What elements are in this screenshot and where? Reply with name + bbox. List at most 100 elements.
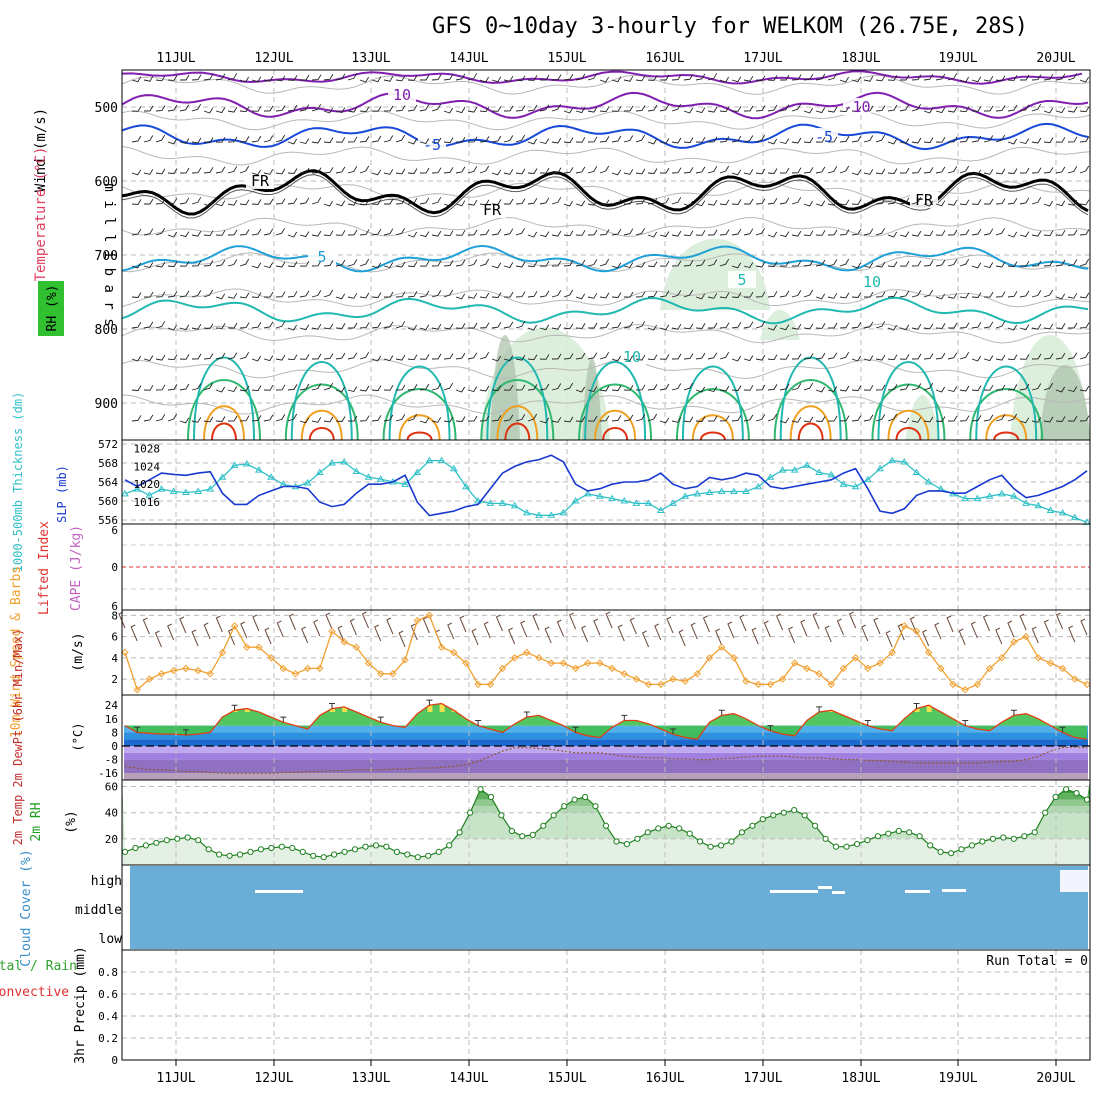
wind-barb bbox=[767, 138, 778, 145]
wind-barb bbox=[179, 167, 190, 174]
wind-barb bbox=[828, 322, 838, 329]
wind-barb bbox=[143, 228, 154, 236]
wind-barb bbox=[731, 135, 742, 143]
wind-barb bbox=[635, 321, 646, 329]
high-cloud-segment bbox=[818, 886, 832, 889]
thickness-point bbox=[705, 488, 714, 495]
wind-barb bbox=[1043, 289, 1054, 298]
wind-speed-point bbox=[1046, 659, 1055, 667]
minmax-whisker bbox=[377, 716, 384, 723]
wind-barb bbox=[215, 230, 226, 236]
wind-barb bbox=[864, 198, 874, 205]
wind-barb bbox=[359, 322, 370, 329]
wind-barb bbox=[335, 259, 346, 267]
wind-barb bbox=[479, 351, 490, 360]
wind-barb bbox=[491, 106, 502, 112]
wind-barb bbox=[971, 292, 982, 298]
temp-tick-label: 16 bbox=[105, 713, 118, 726]
thickness-point bbox=[608, 494, 616, 502]
wind-barb bbox=[983, 355, 994, 362]
rh-point bbox=[602, 822, 610, 829]
wind-barb bbox=[1079, 165, 1090, 174]
wind-barb bbox=[455, 73, 466, 81]
dewpoint-line bbox=[124, 746, 1088, 774]
rh-point bbox=[372, 842, 380, 849]
wind-barb bbox=[335, 386, 346, 393]
wind-barb bbox=[1007, 291, 1018, 298]
wind-speed-point bbox=[498, 664, 507, 673]
thickness-point bbox=[656, 506, 665, 513]
thickness-point bbox=[194, 487, 202, 494]
wind-speed-point bbox=[815, 670, 823, 678]
wind-barb bbox=[744, 198, 754, 205]
wind-speed-point bbox=[778, 675, 787, 683]
convective-contour bbox=[773, 379, 848, 441]
date-label-bottom: 17JUL bbox=[743, 1071, 782, 1086]
wind-barb bbox=[899, 324, 910, 331]
minmax-whisker bbox=[913, 703, 920, 709]
rh-point bbox=[467, 809, 474, 816]
wind-barb bbox=[683, 137, 694, 144]
wind-speed-point bbox=[121, 648, 129, 657]
wind-barb bbox=[1055, 107, 1066, 114]
wind-barb bbox=[671, 230, 682, 237]
wind-barb bbox=[479, 199, 490, 206]
wind-barb bbox=[227, 73, 238, 81]
wind-barb bbox=[683, 200, 693, 207]
wind-barb bbox=[395, 168, 406, 175]
wind-speed-point bbox=[730, 654, 738, 662]
wind-barb bbox=[551, 417, 562, 423]
wind-barb bbox=[707, 106, 718, 113]
wind-barb bbox=[563, 230, 574, 237]
wind-barb bbox=[431, 197, 442, 205]
wind-barb bbox=[1055, 230, 1066, 236]
wind-barb bbox=[407, 168, 418, 174]
wind-barb bbox=[815, 166, 826, 174]
wind-barb bbox=[443, 416, 454, 423]
wind-barb bbox=[455, 352, 466, 360]
wind-barb bbox=[983, 384, 994, 391]
wind-barb bbox=[911, 167, 922, 174]
wind-barb bbox=[539, 354, 550, 360]
wind-speed-point bbox=[803, 664, 811, 673]
wind-barb bbox=[131, 106, 142, 112]
wind-barb bbox=[323, 353, 334, 360]
wind-barb bbox=[131, 199, 142, 205]
wind-barb bbox=[731, 262, 742, 269]
wind-barb bbox=[959, 258, 970, 267]
surface-wind-barb bbox=[471, 628, 479, 646]
wind-barb bbox=[803, 230, 814, 237]
wind-barb bbox=[131, 135, 142, 143]
wind-barb bbox=[611, 135, 622, 143]
wind-barb bbox=[707, 166, 718, 174]
rh-point bbox=[749, 822, 756, 829]
wind-barb bbox=[767, 261, 778, 268]
wind-barb bbox=[1007, 104, 1018, 112]
wind-barb bbox=[791, 197, 802, 205]
wind-barb bbox=[707, 259, 718, 267]
thickness-point bbox=[401, 480, 409, 487]
rh-point bbox=[613, 838, 620, 845]
wind-barb bbox=[323, 382, 334, 391]
wind-barb bbox=[563, 289, 574, 298]
convective-contour bbox=[993, 431, 1020, 441]
minmax-whisker bbox=[572, 726, 579, 733]
wind-barb bbox=[611, 106, 622, 112]
wind-barb bbox=[347, 166, 358, 174]
wind-barb bbox=[839, 106, 850, 113]
wind-barb bbox=[791, 167, 802, 174]
wind-barb bbox=[515, 321, 526, 329]
wind-barb bbox=[311, 383, 322, 391]
wind-barb bbox=[479, 292, 490, 299]
wind-barb bbox=[587, 386, 598, 393]
wind-barb bbox=[575, 107, 586, 114]
rh-point bbox=[404, 851, 411, 858]
wind-barb bbox=[1079, 258, 1090, 267]
chart-title: GFS 0~10day 3-hourly for WELKOM (26.75E,… bbox=[432, 14, 1028, 39]
wind-barb bbox=[167, 413, 178, 422]
wind-barb bbox=[767, 291, 778, 298]
wind-barb bbox=[527, 168, 538, 174]
wind-barb bbox=[743, 135, 754, 143]
rh-point bbox=[1063, 786, 1070, 793]
convective-contour bbox=[578, 383, 653, 441]
